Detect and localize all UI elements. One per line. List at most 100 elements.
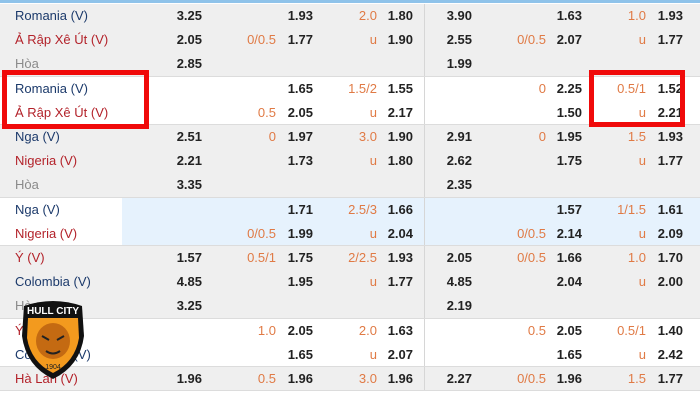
ft-overunder-odds[interactable]: 1.77: [387, 274, 413, 289]
ft-handicap-odds[interactable]: 2.05: [287, 323, 313, 338]
h1-handicap-odds[interactable]: 1.75: [556, 153, 582, 168]
h1-overunder-odds[interactable]: 1.52: [657, 81, 683, 96]
ft-overunder-odds[interactable]: 1.55: [387, 81, 413, 96]
ft-1x2[interactable]: 2.21: [176, 153, 202, 168]
h1-1x2[interactable]: 2.05: [446, 250, 472, 265]
table-row: Hòa 2.85 1.99: [0, 52, 700, 76]
column-divider: [424, 319, 425, 366]
ft-overunder-odds[interactable]: 1.80: [387, 153, 413, 168]
ft-1x2[interactable]: 1.96: [176, 371, 202, 386]
ft-overunder-odds[interactable]: 1.96: [387, 371, 413, 386]
h1-handicap-odds[interactable]: 1.65: [556, 347, 582, 362]
ft-overunder-line: 1.5/2: [348, 81, 377, 96]
ft-overunder-odds[interactable]: 2.17: [387, 105, 413, 120]
table-row: Colombia (V) 4.85 1.95 u 1.77 4.85 2.04 u 2.00: [0, 270, 700, 294]
h1-handicap-odds[interactable]: 2.07: [556, 32, 582, 47]
h1-overunder-odds[interactable]: 1.61: [657, 202, 683, 217]
ft-overunder-odds[interactable]: 1.90: [387, 129, 413, 144]
h1-1x2[interactable]: 2.27: [446, 371, 472, 386]
h1-handicap-line: 0/0.5: [517, 371, 546, 386]
team-name: Nigeria (V): [15, 226, 78, 241]
team-name: Colombia (V): [15, 274, 91, 289]
h1-overunder-odds[interactable]: 2.09: [657, 226, 683, 241]
h1-handicap-odds[interactable]: 1.63: [556, 8, 582, 23]
h1-1x2[interactable]: 2.19: [446, 298, 472, 313]
ft-1x2[interactable]: 2.85: [176, 56, 202, 71]
h1-overunder-odds[interactable]: 1.77: [657, 153, 683, 168]
ft-handicap-line: 0/0.5: [247, 32, 276, 47]
h1-overunder-odds[interactable]: 2.42: [657, 347, 683, 362]
team-name: Romania (V): [15, 8, 88, 23]
table-row: Ý (V) 1.57 0.5/1 1.75 2/2.5 1.93 2.05 0/0.5 1.66…: [0, 246, 700, 270]
h1-handicap-odds[interactable]: 1.57: [556, 202, 582, 217]
ft-handicap-odds[interactable]: 1.95: [287, 274, 313, 289]
h1-overunder-odds[interactable]: 1.70: [657, 250, 683, 265]
ft-overunder-line: u: [369, 153, 377, 168]
ft-1x2[interactable]: 3.35: [176, 177, 202, 192]
column-divider: [424, 125, 425, 197]
ft-handicap-odds[interactable]: 1.65: [287, 81, 313, 96]
h1-overunder-odds[interactable]: 1.93: [657, 8, 683, 23]
ft-handicap-odds[interactable]: 1.77: [287, 32, 313, 47]
ft-overunder-odds[interactable]: 2.07: [387, 347, 413, 362]
h1-overunder-odds[interactable]: 1.77: [657, 32, 683, 47]
ft-handicap-odds[interactable]: 1.73: [287, 153, 313, 168]
ft-overunder-odds[interactable]: 1.66: [387, 202, 413, 217]
ft-overunder-line: 2/2.5: [348, 250, 377, 265]
ft-handicap-odds[interactable]: 1.71: [287, 202, 313, 217]
h1-1x2[interactable]: 3.90: [446, 8, 472, 23]
ft-handicap-odds[interactable]: 1.96: [287, 371, 313, 386]
ft-overunder-odds[interactable]: 1.80: [387, 8, 413, 23]
h1-handicap-odds[interactable]: 2.04: [556, 274, 582, 289]
ft-1x2[interactable]: 2.51: [176, 129, 202, 144]
ft-1x2[interactable]: 4.85: [176, 274, 202, 289]
h1-handicap-line: 0/0.5: [517, 226, 546, 241]
ft-handicap-odds[interactable]: 1.97: [287, 129, 313, 144]
ft-handicap-odds[interactable]: 1.99: [287, 226, 313, 241]
column-divider: [424, 246, 425, 318]
ft-handicap-odds[interactable]: 1.65: [287, 347, 313, 362]
h1-overunder-line: u: [638, 274, 646, 289]
ft-overunder-line: u: [369, 226, 377, 241]
h1-handicap-line: 0: [538, 81, 546, 96]
h1-1x2[interactable]: 2.62: [446, 153, 472, 168]
ft-overunder-line: u: [369, 105, 377, 120]
h1-1x2[interactable]: 4.85: [446, 274, 472, 289]
h1-handicap-odds[interactable]: 2.05: [556, 323, 582, 338]
ft-1x2[interactable]: 1.57: [176, 250, 202, 265]
ft-overunder-odds[interactable]: 2.04: [387, 226, 413, 241]
h1-overunder-odds[interactable]: 2.00: [657, 274, 683, 289]
table-row: Ả Rập Xê Út (V) 2.05 0/0.5 1.77 u 1.90 2.55 0/0…: [0, 28, 700, 52]
ft-handicap-line: 0.5: [257, 105, 276, 120]
ft-handicap-odds[interactable]: 1.75: [287, 250, 313, 265]
ft-overunder-odds[interactable]: 1.63: [387, 323, 413, 338]
team-name: Nga (V): [15, 202, 60, 217]
ft-overunder-odds[interactable]: 1.93: [387, 250, 413, 265]
ft-handicap-odds[interactable]: 2.05: [287, 105, 313, 120]
ft-1x2[interactable]: 3.25: [176, 8, 202, 23]
ft-1x2[interactable]: 2.05: [176, 32, 202, 47]
ft-handicap-odds[interactable]: 1.93: [287, 8, 313, 23]
h1-handicap-odds[interactable]: 2.25: [556, 81, 582, 96]
h1-overunder-odds[interactable]: 2.21: [657, 105, 683, 120]
ft-1x2[interactable]: 3.25: [176, 298, 202, 313]
highlight-band: [122, 198, 700, 245]
h1-handicap-odds[interactable]: 1.95: [556, 129, 582, 144]
h1-1x2[interactable]: 2.35: [446, 177, 472, 192]
ft-overunder-odds[interactable]: 1.90: [387, 32, 413, 47]
h1-overunder-odds[interactable]: 1.93: [657, 129, 683, 144]
ft-overunder-line: 3.0: [358, 129, 377, 144]
table-row: Ý (V)1.02.052.01.630.52.050.5/11.40: [0, 319, 700, 343]
table-row: Nga (V) 2.51 0 1.97 3.0 1.90 2.91 0 1.95 1.5 1.93: [0, 125, 700, 149]
h1-overunder-odds[interactable]: 1.40: [657, 323, 683, 338]
h1-1x2[interactable]: 2.91: [446, 129, 472, 144]
h1-handicap-odds[interactable]: 1.66: [556, 250, 582, 265]
h1-handicap-odds[interactable]: 1.50: [556, 105, 582, 120]
h1-handicap-odds[interactable]: 1.96: [556, 371, 582, 386]
h1-1x2[interactable]: 1.99: [446, 56, 472, 71]
h1-handicap-odds[interactable]: 2.14: [556, 226, 582, 241]
svg-text:HULL CITY: HULL CITY: [27, 306, 79, 317]
h1-1x2[interactable]: 2.55: [446, 32, 472, 47]
h1-overunder-odds[interactable]: 1.77: [657, 371, 683, 386]
match-block: Nga (V) 2.51 0 1.97 3.0 1.90 2.91 0 1.95 1.5 1.93 N…: [0, 125, 700, 198]
